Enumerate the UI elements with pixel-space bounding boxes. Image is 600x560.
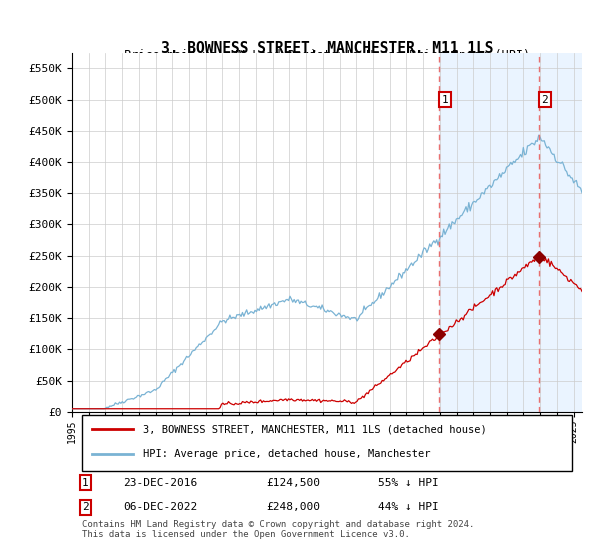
FancyBboxPatch shape (82, 415, 572, 470)
Text: 2: 2 (82, 502, 89, 512)
Text: Contains HM Land Registry data © Crown copyright and database right 2024.
This d: Contains HM Land Registry data © Crown c… (82, 520, 475, 539)
Text: 3, BOWNESS STREET, MANCHESTER, M11 1LS: 3, BOWNESS STREET, MANCHESTER, M11 1LS (161, 41, 493, 56)
Text: Price paid vs. HM Land Registry's House Price Index (HPI): Price paid vs. HM Land Registry's House … (124, 49, 530, 62)
Text: 2: 2 (541, 95, 548, 105)
Text: 1: 1 (82, 478, 89, 488)
Text: 06-DEC-2022: 06-DEC-2022 (123, 502, 197, 512)
Text: £248,000: £248,000 (266, 502, 320, 512)
Text: 3, BOWNESS STREET, MANCHESTER, M11 1LS (detached house): 3, BOWNESS STREET, MANCHESTER, M11 1LS (… (143, 424, 487, 434)
Text: 1: 1 (442, 95, 449, 105)
Text: £124,500: £124,500 (266, 478, 320, 488)
Text: 23-DEC-2016: 23-DEC-2016 (123, 478, 197, 488)
Text: 44% ↓ HPI: 44% ↓ HPI (378, 502, 439, 512)
Bar (439, 53, 599, 412)
Text: 55% ↓ HPI: 55% ↓ HPI (378, 478, 439, 488)
Text: HPI: Average price, detached house, Manchester: HPI: Average price, detached house, Manc… (143, 449, 431, 459)
